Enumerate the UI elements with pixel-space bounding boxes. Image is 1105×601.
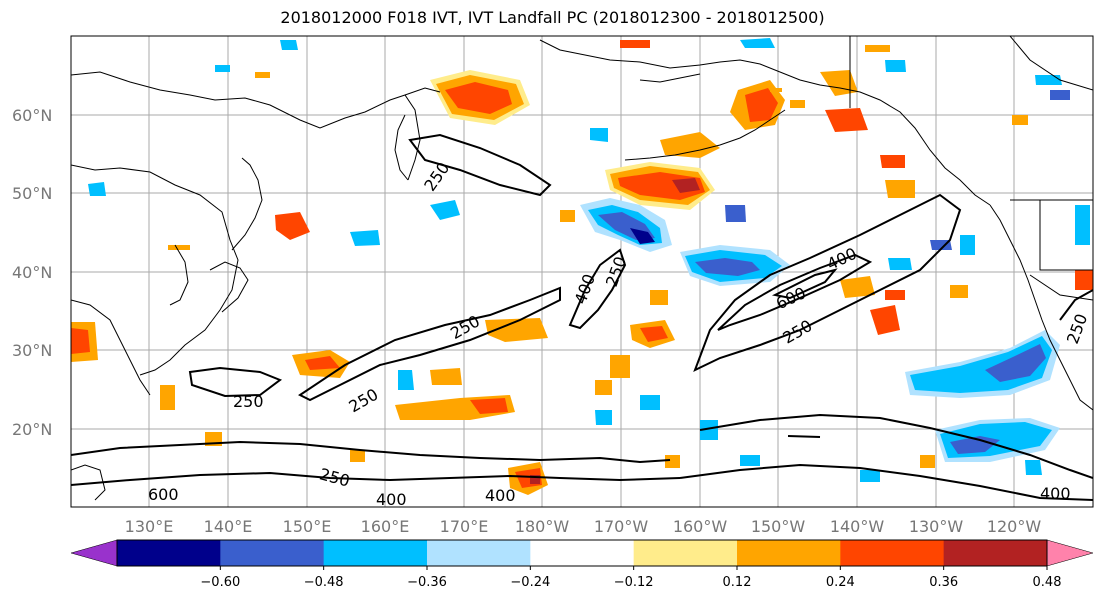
colorbar-tick-label: 0.12 <box>723 575 752 590</box>
lon-label: 170°W <box>594 517 649 536</box>
colorbar-tick-label: −0.24 <box>510 575 550 590</box>
colorbar-tick-label: −0.12 <box>614 575 654 590</box>
latitude-labels: 60°N 50°N 40°N 30°N 20°N <box>12 106 52 439</box>
colorbar-segment <box>633 540 738 566</box>
colorbar-segment <box>220 540 325 566</box>
pc-shading <box>71 38 1093 495</box>
lon-label: 130°W <box>909 517 964 536</box>
colorbar-tick-label: 0.48 <box>1033 575 1062 590</box>
lon-label: 140°W <box>830 517 885 536</box>
colorbar-tick-label: −0.48 <box>304 575 344 590</box>
lat-label: 30°N <box>12 341 52 360</box>
lat-label: 40°N <box>12 263 52 282</box>
colorbar-segment <box>737 540 841 566</box>
contour-label: 400 <box>1040 484 1071 503</box>
lat-label: 20°N <box>12 420 52 439</box>
colorbar-segment <box>530 540 635 566</box>
lon-label: 130°E <box>125 517 174 536</box>
map-frame <box>70 35 1094 508</box>
lon-label: 150°E <box>283 517 332 536</box>
colorbar-segment <box>840 540 945 566</box>
colorbar-tick-label: 0.24 <box>826 575 855 590</box>
colorbar-tick-label: 0.36 <box>929 575 958 590</box>
lon-label: 160°E <box>361 517 410 536</box>
lon-label: 180°W <box>515 517 570 536</box>
colorbar-segment <box>117 540 221 566</box>
colorbar-extend-high <box>1046 539 1094 567</box>
lon-label: 140°E <box>204 517 253 536</box>
coastlines <box>71 36 1093 501</box>
colorbar: −0.60 −0.48 −0.36 −0.24 −0.12 0.12 0.24 0.36 0.4… <box>70 539 1094 590</box>
colorbar-segment <box>323 540 428 566</box>
lon-label: 160°W <box>673 517 728 536</box>
colorbar-tick-label: −0.36 <box>407 575 447 590</box>
ivt-contours <box>71 133 1093 501</box>
contour-label: 400 <box>376 490 407 509</box>
colorbar-frame <box>116 539 1048 567</box>
colorbar-segment <box>427 540 531 566</box>
colorbar-segment <box>943 540 1048 566</box>
contour-label: 600 <box>148 485 179 504</box>
colorbar-extend-low <box>70 539 118 567</box>
lon-label: 170°E <box>440 517 489 536</box>
lon-label: 150°W <box>751 517 806 536</box>
lat-label: 60°N <box>12 106 52 125</box>
contour-label: 250 <box>233 392 264 411</box>
lat-label: 50°N <box>12 184 52 203</box>
map-title: 2018012000 F018 IVT, IVT Landfall PC (20… <box>280 8 825 27</box>
colorbar-tick-label: −0.60 <box>200 575 240 590</box>
longitude-labels: 130°E 140°E 150°E 160°E 170°E 180°W 170°… <box>125 517 1042 536</box>
contour-label: 400 <box>485 486 516 505</box>
lon-label: 120°W <box>987 517 1042 536</box>
